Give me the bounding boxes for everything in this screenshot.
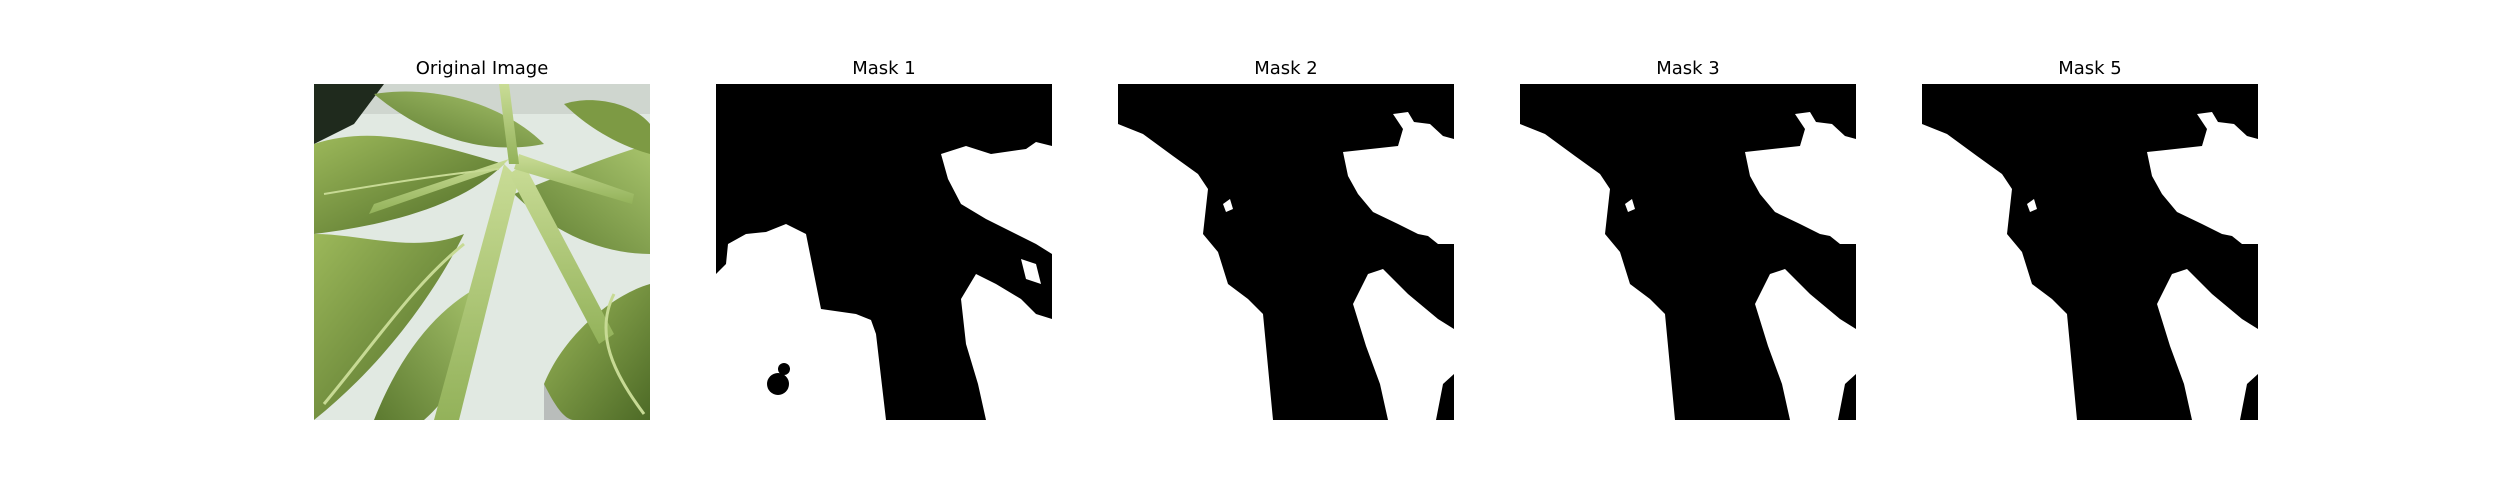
mask-1-image (716, 84, 1052, 420)
mask-3-panel (1520, 84, 1856, 420)
original-image-title: Original Image (415, 58, 549, 79)
mask-2-title: Mask 2 (1254, 58, 1318, 79)
mask-2-image (1118, 84, 1454, 420)
mask-3-title: Mask 3 (1656, 58, 1720, 79)
mask-1-title: Mask 1 (852, 58, 916, 79)
mask-5-panel (1922, 84, 2258, 420)
mask-2-panel (1118, 84, 1454, 420)
mask-3-image (1520, 84, 1856, 420)
original-image-panel (314, 84, 650, 420)
mask-5-image (1922, 84, 2258, 420)
mask-5-title: Mask 5 (2058, 58, 2122, 79)
mask-1-panel (716, 84, 1052, 420)
original-image (314, 84, 650, 420)
